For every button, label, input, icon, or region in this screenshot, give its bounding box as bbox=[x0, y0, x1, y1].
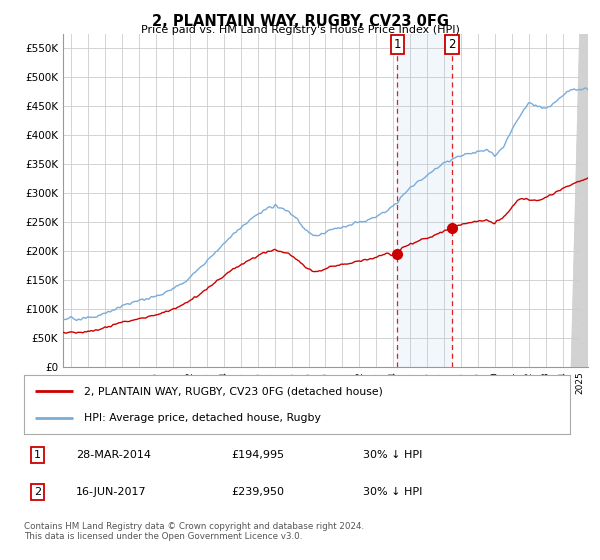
Text: 30% ↓ HPI: 30% ↓ HPI bbox=[362, 450, 422, 460]
Text: Contains HM Land Registry data © Crown copyright and database right 2024.
This d: Contains HM Land Registry data © Crown c… bbox=[24, 522, 364, 542]
Text: Price paid vs. HM Land Registry's House Price Index (HPI): Price paid vs. HM Land Registry's House … bbox=[140, 25, 460, 35]
Text: £194,995: £194,995 bbox=[232, 450, 284, 460]
Text: £239,950: £239,950 bbox=[232, 487, 284, 497]
Bar bbox=[580, 34, 588, 367]
Text: 1: 1 bbox=[394, 38, 401, 51]
Text: 2: 2 bbox=[448, 38, 455, 51]
Bar bbox=[397, 34, 452, 367]
Text: HPI: Average price, detached house, Rugby: HPI: Average price, detached house, Rugb… bbox=[84, 413, 321, 423]
Text: 28-MAR-2014: 28-MAR-2014 bbox=[76, 450, 151, 460]
Text: 1: 1 bbox=[34, 450, 41, 460]
Text: 2, PLANTAIN WAY, RUGBY, CV23 0FG: 2, PLANTAIN WAY, RUGBY, CV23 0FG bbox=[151, 14, 449, 29]
Text: 16-JUN-2017: 16-JUN-2017 bbox=[76, 487, 146, 497]
Text: 2: 2 bbox=[34, 487, 41, 497]
Text: 2, PLANTAIN WAY, RUGBY, CV23 0FG (detached house): 2, PLANTAIN WAY, RUGBY, CV23 0FG (detach… bbox=[84, 386, 383, 396]
Text: 30% ↓ HPI: 30% ↓ HPI bbox=[362, 487, 422, 497]
